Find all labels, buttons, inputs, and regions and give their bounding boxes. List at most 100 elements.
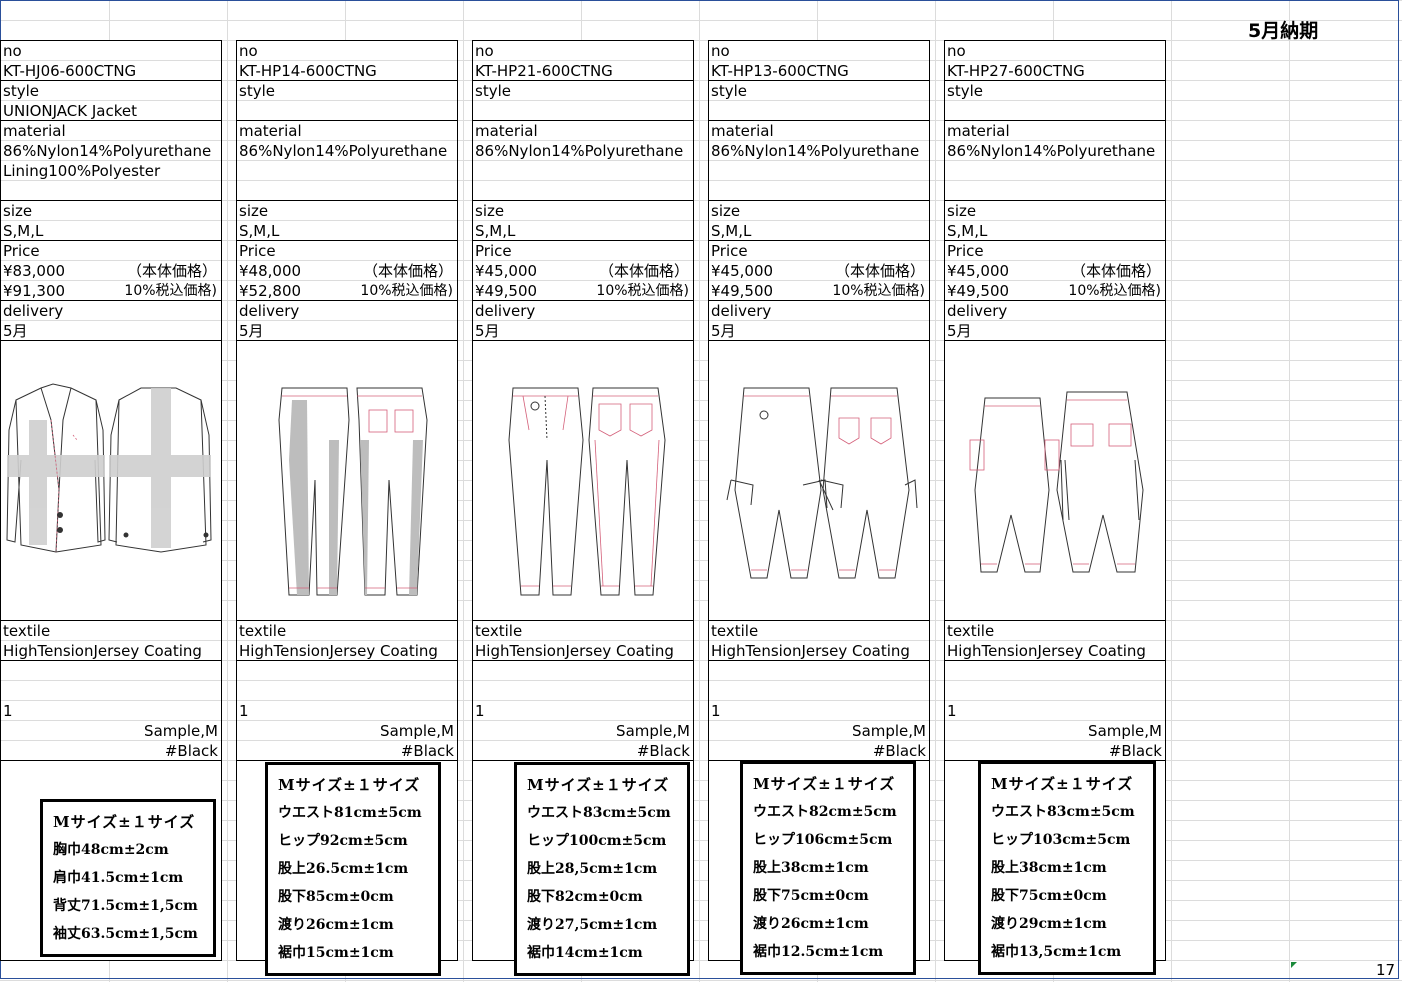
color-value: #Black — [709, 740, 929, 760]
spec-line: 股下75cm±0cm — [753, 888, 869, 904]
body-price-note: （本体価格） — [126, 262, 217, 280]
delivery-label: delivery — [473, 300, 693, 320]
price-tax-row: ¥91,300 10%税込価格) — [1, 280, 221, 300]
spec-line: 胸巾48cm±2cm — [53, 842, 169, 858]
price-tax-value: ¥49,500 — [711, 282, 774, 300]
garment-illustration — [945, 340, 1165, 620]
size-spec-box: Mサイズ±１サイズ ウエスト83cm±5cm ヒップ100cm±5cm 股上28,5c… — [514, 762, 690, 976]
delivery-label: delivery — [237, 300, 457, 320]
size-label: size — [237, 200, 457, 220]
sample-size: Sample,M — [473, 720, 693, 740]
textile-value: HighTensionJersey Coating — [1, 640, 221, 660]
blank-row — [473, 180, 693, 200]
size-label: size — [1, 200, 221, 220]
body-price-note: （本体価格） — [362, 262, 453, 280]
spec-line: 背丈71.5cm±1,5cm — [53, 898, 198, 914]
blank-row — [473, 680, 693, 700]
spec-line: ヒップ92cm±5cm — [278, 833, 408, 849]
style-label: style — [945, 80, 1165, 100]
garment-illustration — [1, 340, 221, 620]
material-line: 86%Nylon14%Polyurethane — [1, 140, 221, 160]
price-value: ¥83,000 — [3, 262, 66, 280]
style-name — [945, 100, 1165, 120]
material-line: 86%Nylon14%Polyurethane — [709, 140, 929, 160]
blank-row — [1, 660, 221, 680]
price-label: Price — [709, 240, 929, 260]
textile-value: HighTensionJersey Coating — [945, 640, 1165, 660]
price-tax-row: ¥49,500 10%税込価格) — [945, 280, 1165, 300]
material-label: material — [709, 120, 929, 140]
spec-line: 股下82cm±0cm — [527, 889, 643, 905]
quantity: 1 — [709, 700, 929, 720]
product-number: KT-HP13-600CTNG — [709, 60, 929, 80]
blank-row — [709, 660, 929, 680]
price-label: Price — [473, 240, 693, 260]
price-tax-row: ¥49,500 10%税込価格) — [473, 280, 693, 300]
spec-line: 裾巾12.5cm±1cm — [753, 944, 884, 960]
style-label: style — [1, 80, 221, 100]
sample-size: Sample,M — [709, 720, 929, 740]
price-value: ¥45,000 — [711, 262, 774, 280]
blank-row — [473, 760, 693, 780]
spec-line: 袖丈63.5cm±1,5cm — [53, 926, 198, 942]
page-title: 5月納期 — [1248, 20, 1319, 42]
size-label: size — [945, 200, 1165, 220]
blank-row — [237, 760, 457, 780]
page-number: 17 — [1376, 961, 1396, 979]
spec-line: ウエスト81cm±5cm — [278, 805, 422, 821]
spec-line: 股下85cm±0cm — [278, 889, 394, 905]
blank-row — [473, 660, 693, 680]
blank-row — [945, 760, 1165, 780]
textile-label: textile — [237, 620, 457, 640]
material-line: Lining100%Polyester — [1, 160, 221, 180]
material-label: material — [237, 120, 457, 140]
size-value: S,M,L — [709, 220, 929, 240]
price-label: Price — [237, 240, 457, 260]
quantity: 1 — [945, 700, 1165, 720]
blank-row — [709, 680, 929, 700]
no-label: no — [1, 40, 221, 60]
pants-drawing — [278, 387, 428, 596]
garment-illustration — [473, 340, 693, 620]
spec-line: ヒップ100cm±5cm — [527, 833, 667, 849]
body-price-note: （本体価格） — [1070, 262, 1161, 280]
spec-heading: Mサイズ±１サイズ — [278, 776, 421, 794]
quantity: 1 — [237, 700, 457, 720]
spec-line: 渡り26cm±1cm — [753, 916, 869, 932]
material-line — [709, 160, 929, 180]
price-row: ¥45,000 （本体価格） — [945, 260, 1165, 280]
spec-heading: Mサイズ±１サイズ — [53, 813, 196, 831]
tax-price-note: 10%税込価格) — [1068, 283, 1161, 299]
tax-price-note: 10%税込価格) — [124, 283, 217, 299]
blank-row — [1, 680, 221, 700]
blank-row — [945, 680, 1165, 700]
size-value: S,M,L — [1, 220, 221, 240]
tax-price-note: 10%税込価格) — [360, 283, 453, 299]
price-label: Price — [945, 240, 1165, 260]
spec-heading: Mサイズ±１サイズ — [991, 775, 1134, 793]
pants-drawing — [726, 387, 918, 579]
quantity: 1 — [473, 700, 693, 720]
style-name — [237, 100, 457, 120]
blank-row — [1, 180, 221, 200]
pants-drawing — [508, 387, 666, 596]
delivery-label: delivery — [1, 300, 221, 320]
tax-price-note: 10%税込価格) — [596, 283, 689, 299]
product-number: KT-HP21-600CTNG — [473, 60, 693, 80]
blank-row — [709, 760, 929, 780]
delivery-value: 5月 — [473, 320, 693, 340]
material-line — [237, 160, 457, 180]
spec-line: ヒップ103cm±5cm — [991, 832, 1131, 848]
price-tax-value: ¥49,500 — [475, 282, 538, 300]
spec-line: ウエスト82cm±5cm — [753, 804, 897, 820]
material-label: material — [1, 120, 221, 140]
material-line — [473, 160, 693, 180]
spec-line: 股上28,5cm±1cm — [527, 861, 658, 877]
spec-line: 裾巾14cm±1cm — [527, 945, 643, 961]
delivery-value: 5月 — [709, 320, 929, 340]
price-tax-row: ¥52,800 10%税込価格) — [237, 280, 457, 300]
size-spec-box: Mサイズ±１サイズ 胸巾48cm±2cm 肩巾41.5cm±1cm 背丈71.5cm±… — [40, 799, 216, 957]
style-name — [473, 100, 693, 120]
blank-row — [237, 180, 457, 200]
size-spec-box: Mサイズ±１サイズ ウエスト81cm±5cm ヒップ92cm±5cm 股上26.5cm… — [265, 762, 441, 976]
